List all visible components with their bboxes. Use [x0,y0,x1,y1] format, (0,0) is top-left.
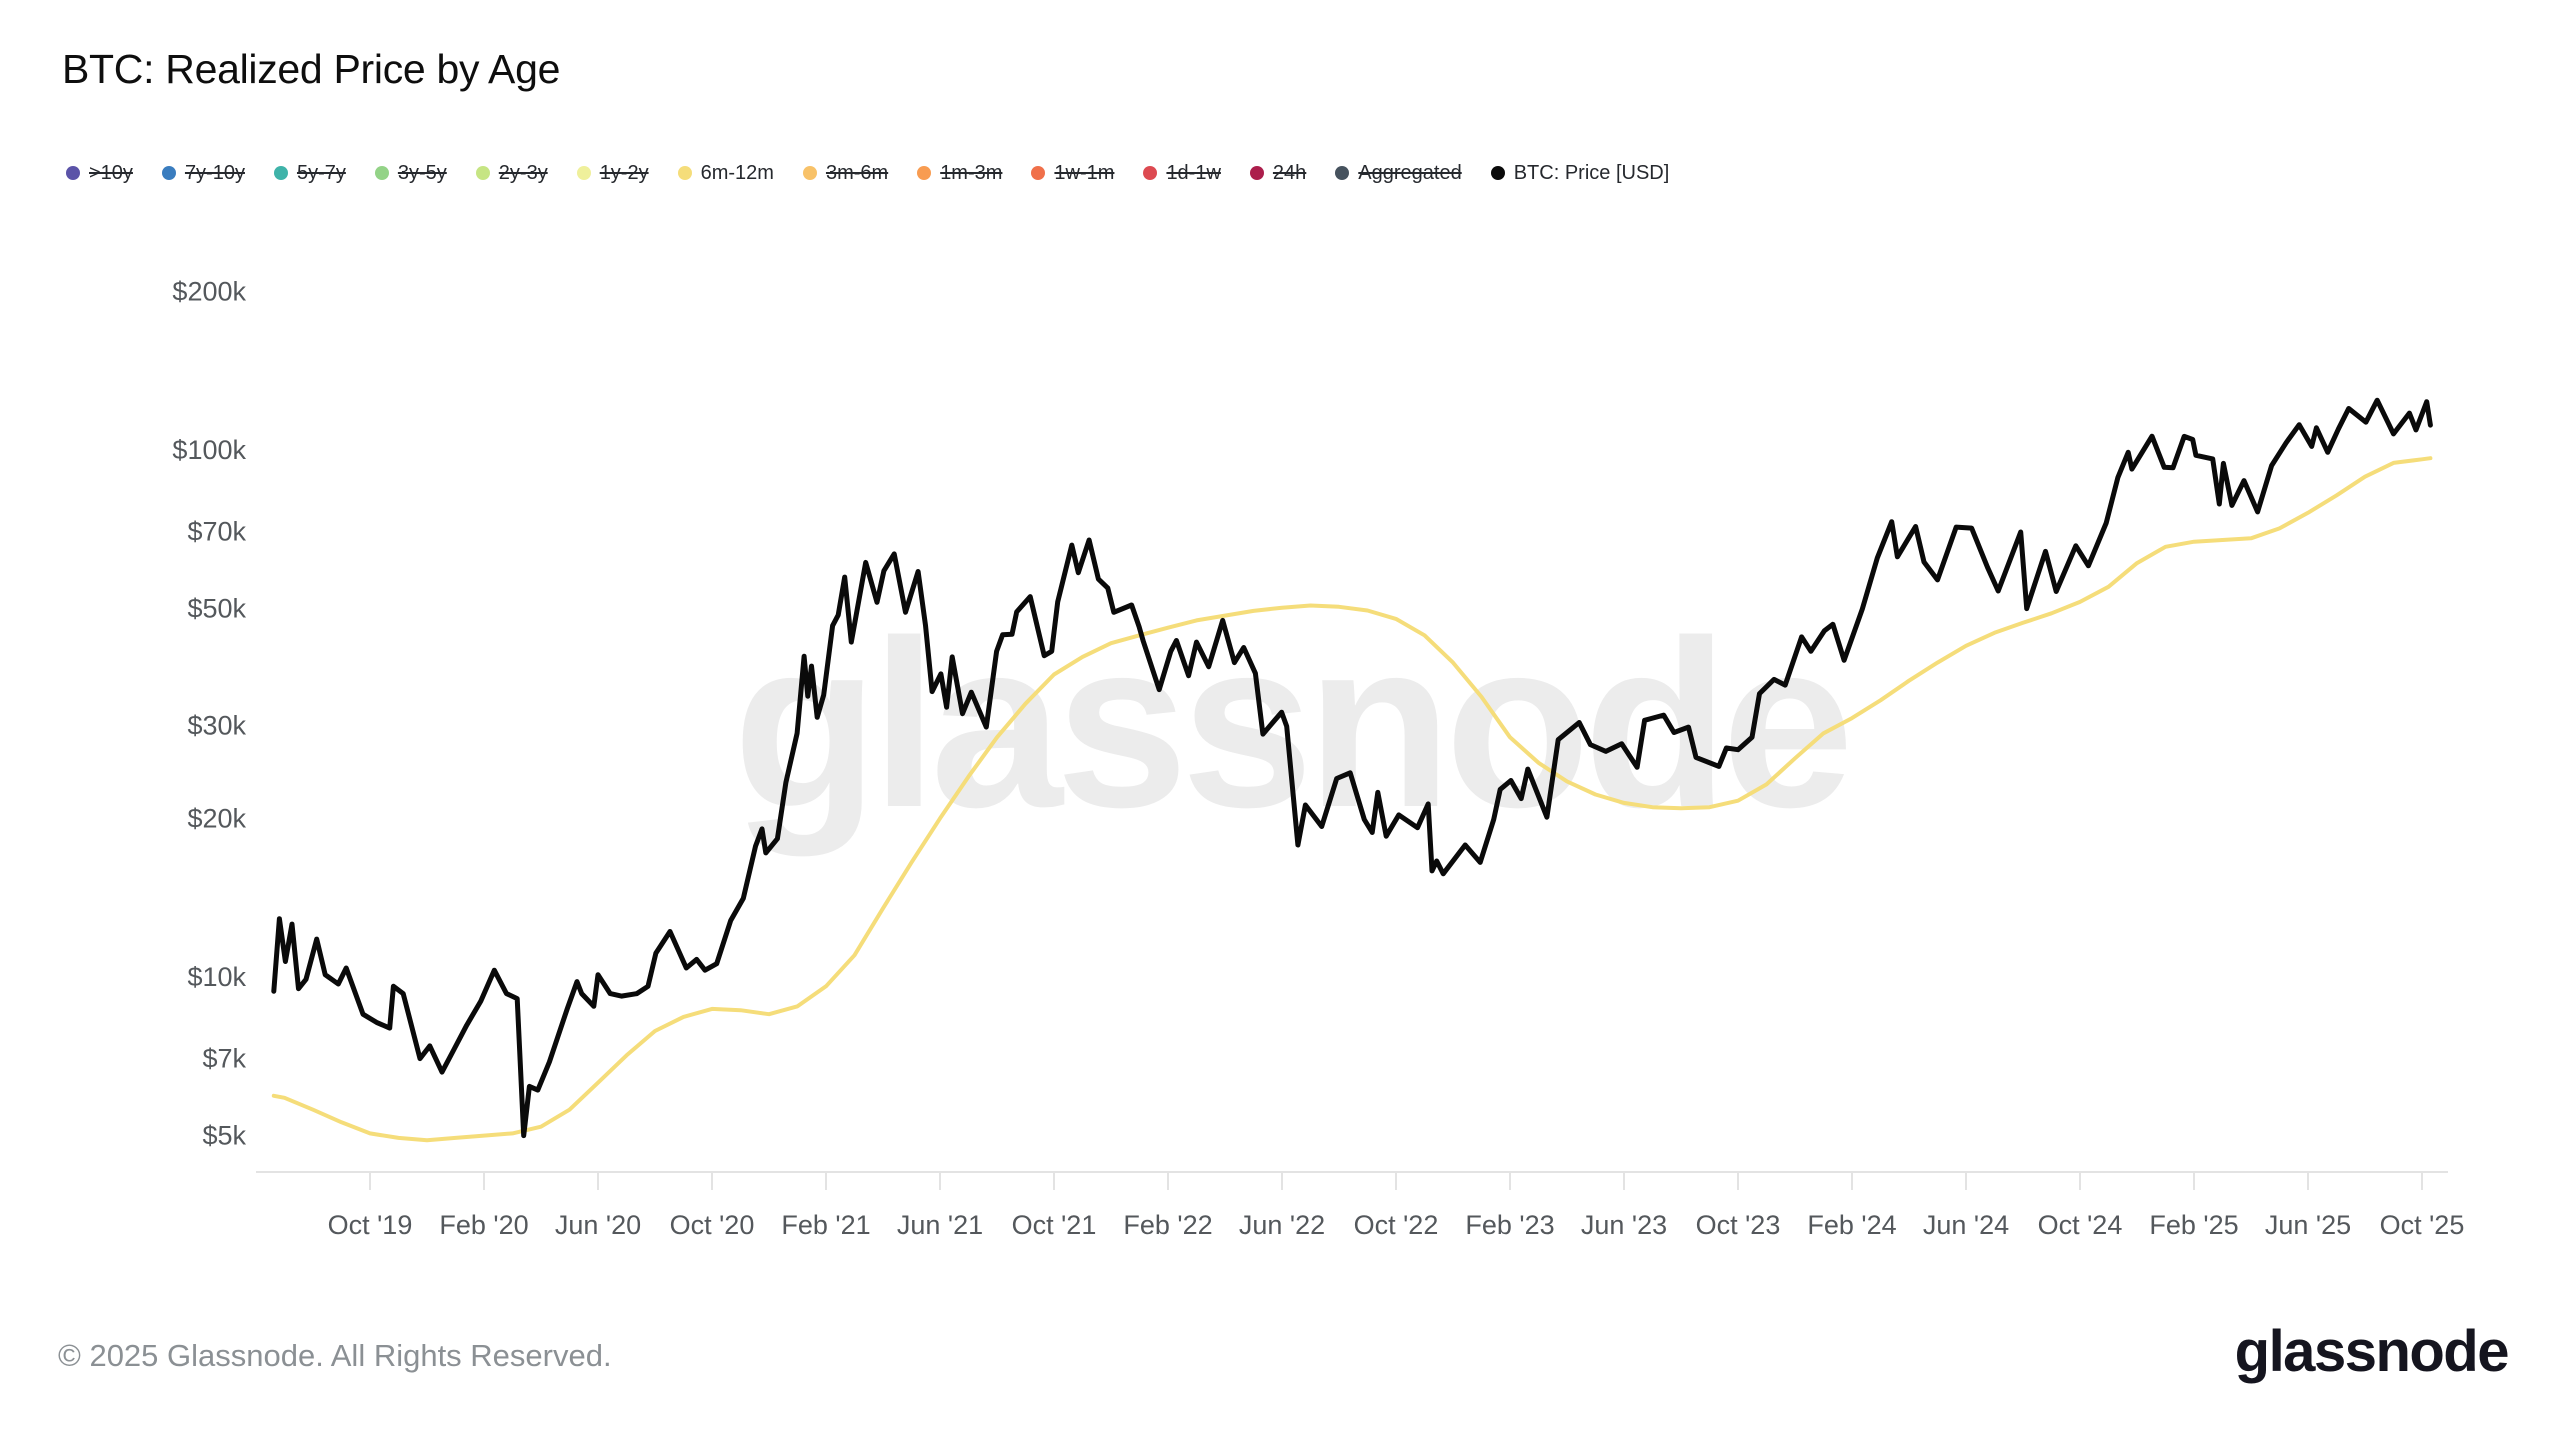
legend-item-label: 2y-3y [498,162,548,184]
x-axis-tick-label: Oct '23 [1696,1210,1781,1240]
y-axis-tick-label: $20k [187,803,246,833]
legend-item-label: 3m-6m [825,162,889,184]
legend-item-24h[interactable]: 24h [1249,162,1307,184]
legend-color-dot [1249,166,1264,180]
legend-item-label: 3y-5y [397,162,447,184]
y-axis-tick-label: $10k [187,962,246,992]
x-axis-tick-label: Feb '25 [2149,1210,2238,1240]
x-axis-tick-label: Oct '20 [670,1210,755,1240]
legend-item-aggregated[interactable]: Aggregated [1335,162,1462,184]
legend-color-dot [1031,166,1046,180]
legend-item-label: >10y [89,162,133,184]
legend-item-label: Aggregated [1358,162,1462,184]
legend-item-1y-2y[interactable]: 1y-2y [576,162,649,184]
x-axis-tick-label: Feb '23 [1465,1210,1554,1240]
legend-item-1w-1m[interactable]: 1w-1m [1031,163,1114,183]
y-axis-tick-label: $7k [202,1044,246,1074]
legend-color-dot [802,166,817,180]
legend-item-label: BTC: Price [USD] [1513,162,1670,184]
x-axis-tick-label: Oct '24 [2038,1210,2123,1240]
x-axis-tick-label: Feb '24 [1807,1210,1896,1240]
legend-item-btc-price-usd-[interactable]: BTC: Price [USD] [1490,162,1670,184]
legend-item-7y-10y[interactable]: 7y-10y [161,162,245,184]
legend-item-label: 1m-3m [940,162,1003,184]
legend-item-1m-3m[interactable]: 1m-3m [917,163,1002,183]
legend-color-dot [374,166,389,180]
x-axis-tick-label: Oct '19 [328,1210,413,1240]
legend-item-label: 1y-2y [599,162,649,184]
y-axis-tick-label: $30k [187,711,246,741]
legend-item-label: 7y-10y [184,162,245,184]
legend-color-dot [1490,166,1505,180]
x-axis-tick-label: Jun '22 [1239,1210,1325,1240]
x-axis-tick-label: Oct '25 [2380,1210,2465,1240]
legend-item-1d-1w[interactable]: 1d-1w [1143,162,1221,184]
series-line-6m-12m [271,456,2433,1143]
y-axis-tick-label: $5k [202,1121,246,1151]
legend-item-label: 1d-1w [1166,162,1221,184]
x-axis-tick-label: Jun '24 [1923,1210,2009,1240]
legend-color-dot [273,166,288,180]
page-title: BTC: Realized Price by Age [62,46,561,92]
y-axis-tick-label: $200k [172,276,246,306]
legend-item-label: 1w-1m [1054,162,1115,184]
x-axis-tick-label: Jun '23 [1581,1210,1667,1240]
legend-color-dot [917,166,932,180]
legend-item-3y-5y[interactable]: 3y-5y [374,162,447,184]
legend-item-label: 6m-12m [700,162,774,184]
legend-color-dot [576,166,591,180]
x-axis-tick-label: Feb '21 [781,1210,870,1240]
x-axis-tick-label: Oct '21 [1012,1210,1097,1240]
legend-color-dot [1143,166,1158,180]
y-axis-tick-label: $100k [172,435,246,465]
legend-color-dot [66,166,80,180]
legend-item-2y-3y[interactable]: 2y-3y [475,162,548,184]
x-axis-tick-label: Feb '20 [439,1210,528,1240]
legend-color-dot [1335,166,1350,180]
legend-item-6m-12m[interactable]: 6m-12m [677,162,774,184]
x-axis-tick-label: Jun '25 [2265,1210,2351,1240]
copyright-text: © 2025 Glassnode. All Rights Reserved. [58,1338,612,1373]
legend-item-label: 24h [1272,162,1307,184]
legend-color-dot [161,166,176,180]
chart-legend: >10y 7y-10y 5y-7y 3y-5y 2y-3y 1y-2y 6m-12m 3m-6… [66,163,1698,183]
legend-color-dot [475,166,490,180]
legend-item-3m-6m[interactable]: 3m-6m [802,162,889,184]
x-axis-tick-label: Feb '22 [1123,1210,1212,1240]
legend-item--10y[interactable]: >10y [66,163,133,183]
x-axis-tick-label: Jun '21 [897,1210,983,1240]
y-axis-tick-label: $70k [187,517,246,547]
legend-color-dot [677,166,692,180]
x-axis-tick-label: Oct '22 [1354,1210,1439,1240]
glassnode-logo[interactable]: glassnode [2234,1319,2510,1384]
y-axis-tick-label: $50k [187,594,246,624]
x-axis-tick-label: Jun '20 [555,1210,641,1240]
series-line-btc-price-usd- [271,397,2433,1139]
legend-item-label: 5y-7y [296,162,346,184]
legend-item-5y-7y[interactable]: 5y-7y [273,162,346,184]
